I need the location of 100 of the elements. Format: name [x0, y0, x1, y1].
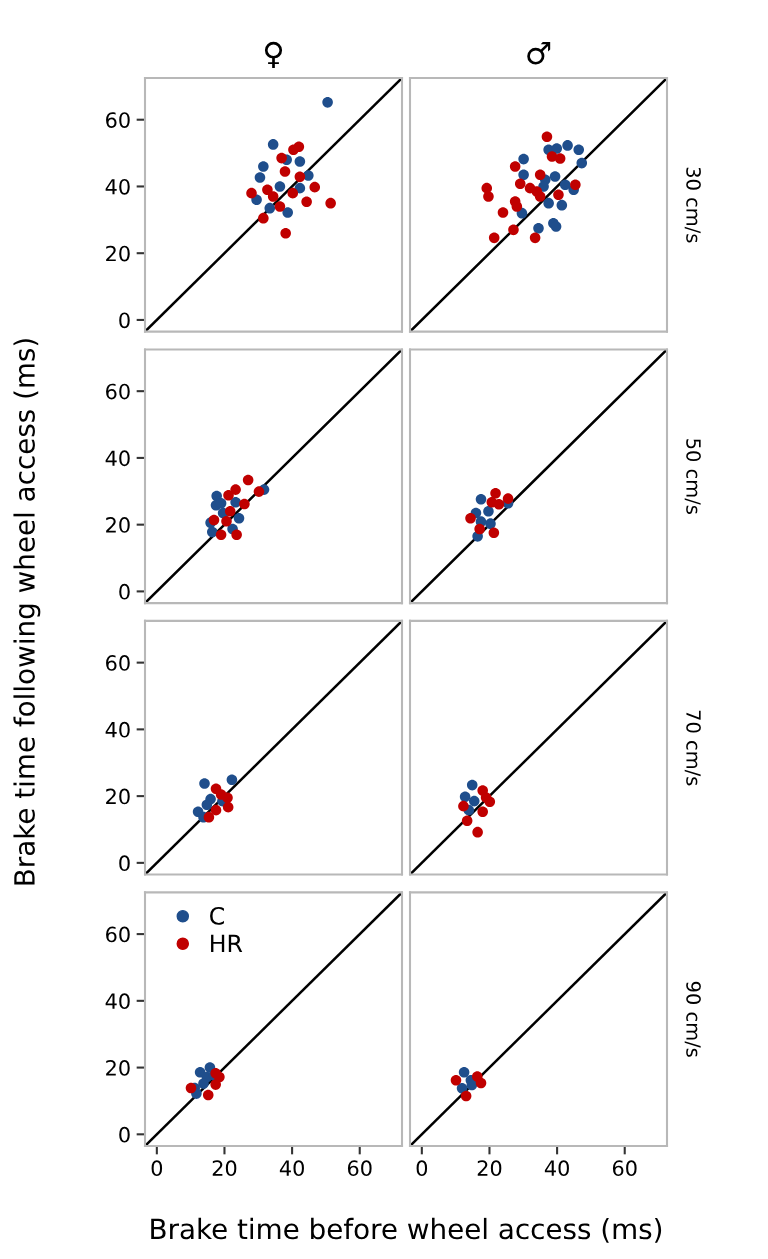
- point: [210, 804, 222, 816]
- point: [474, 523, 485, 535]
- point: [483, 506, 494, 517]
- x-tick-label: 0: [151, 1160, 163, 1177]
- point: [480, 792, 492, 803]
- point: [309, 181, 321, 193]
- point: [534, 169, 546, 181]
- point: [546, 151, 558, 162]
- point: [222, 801, 234, 813]
- point: [461, 815, 473, 827]
- point: [185, 1082, 197, 1094]
- y2-axis-title: 90 cm/s: [684, 981, 701, 1057]
- y-tick-label: 0: [119, 583, 130, 600]
- point: [477, 806, 488, 818]
- point: [267, 139, 279, 150]
- point: [233, 513, 245, 524]
- y-tick-label: 0: [119, 1126, 130, 1143]
- point: [450, 1074, 462, 1086]
- y-tick-label: 0: [119, 855, 130, 872]
- point: [459, 791, 471, 803]
- x-tick-label: 40: [544, 1160, 569, 1177]
- point: [570, 179, 581, 191]
- point: [199, 778, 210, 789]
- point: [466, 779, 478, 791]
- point: [488, 232, 500, 244]
- y-tick-label: 20: [106, 245, 130, 262]
- point: [514, 178, 526, 190]
- legend-label: HR: [211, 934, 243, 953]
- y-tick-label: 40: [105, 993, 130, 1010]
- point: [201, 799, 213, 811]
- point: [325, 197, 336, 209]
- point: [279, 166, 291, 177]
- point: [288, 144, 299, 156]
- point: [223, 490, 234, 501]
- point: [508, 224, 519, 236]
- point: [488, 527, 500, 538]
- y-tick-label: 60: [106, 383, 130, 400]
- point: [550, 221, 562, 232]
- x-axis-title: Brake time before wheel access (ms): [151, 1217, 662, 1243]
- point: [274, 181, 286, 192]
- point: [490, 488, 501, 499]
- point: [207, 526, 218, 538]
- point: [231, 529, 242, 540]
- y-tick-label: 20: [106, 517, 130, 533]
- point: [541, 131, 553, 143]
- point: [559, 179, 571, 191]
- point: [258, 161, 269, 172]
- point: [475, 1077, 487, 1089]
- y-axis-title: Brake time following wheel access (ms): [13, 339, 41, 885]
- point: [239, 498, 250, 510]
- x-tick-label: 20: [212, 1160, 237, 1177]
- point: [573, 144, 585, 156]
- point: [276, 152, 287, 164]
- point: [502, 493, 514, 504]
- point: [475, 494, 487, 505]
- point: [242, 474, 254, 486]
- point: [274, 201, 286, 212]
- legend-label: C: [210, 906, 224, 925]
- point: [472, 826, 483, 838]
- y-tick-label: 40: [105, 450, 130, 467]
- point: [458, 800, 469, 812]
- point: [230, 484, 241, 495]
- point: [246, 187, 257, 199]
- point: [210, 1079, 221, 1090]
- y-tick-label: 60: [106, 112, 130, 128]
- x-tick-label: 0: [416, 1160, 428, 1177]
- y2-axis-title: 50 cm/s: [684, 439, 701, 514]
- point: [493, 499, 505, 510]
- point: [294, 171, 306, 183]
- y-tick-label: 0: [119, 312, 130, 329]
- y2-axis-title: 30 cm/s: [684, 167, 701, 243]
- point: [264, 202, 276, 214]
- point: [215, 789, 227, 800]
- point: [215, 529, 227, 540]
- y2-axis-title: 70 cm/s: [684, 710, 701, 786]
- x-tick-label: 60: [612, 1160, 637, 1177]
- point: [208, 514, 220, 526]
- point: [518, 169, 529, 181]
- point: [497, 207, 509, 218]
- point: [258, 212, 269, 224]
- point: [282, 207, 293, 218]
- point: [518, 153, 529, 165]
- point: [202, 1089, 214, 1101]
- point: [543, 197, 554, 209]
- point: [465, 513, 476, 524]
- y-tick-label: 40: [105, 178, 130, 195]
- point: [224, 506, 236, 517]
- point: [509, 161, 521, 172]
- point: [267, 191, 279, 202]
- point: [322, 97, 333, 108]
- point: [226, 774, 238, 786]
- chart-title: ♂: [527, 42, 551, 65]
- point: [556, 199, 568, 211]
- x-tick-label: 60: [347, 1160, 372, 1177]
- point: [198, 1078, 209, 1089]
- y-tick-label: 60: [106, 926, 130, 943]
- chart-title: ♀: [264, 41, 283, 68]
- point: [529, 232, 541, 244]
- point: [553, 189, 564, 201]
- point: [458, 1066, 470, 1078]
